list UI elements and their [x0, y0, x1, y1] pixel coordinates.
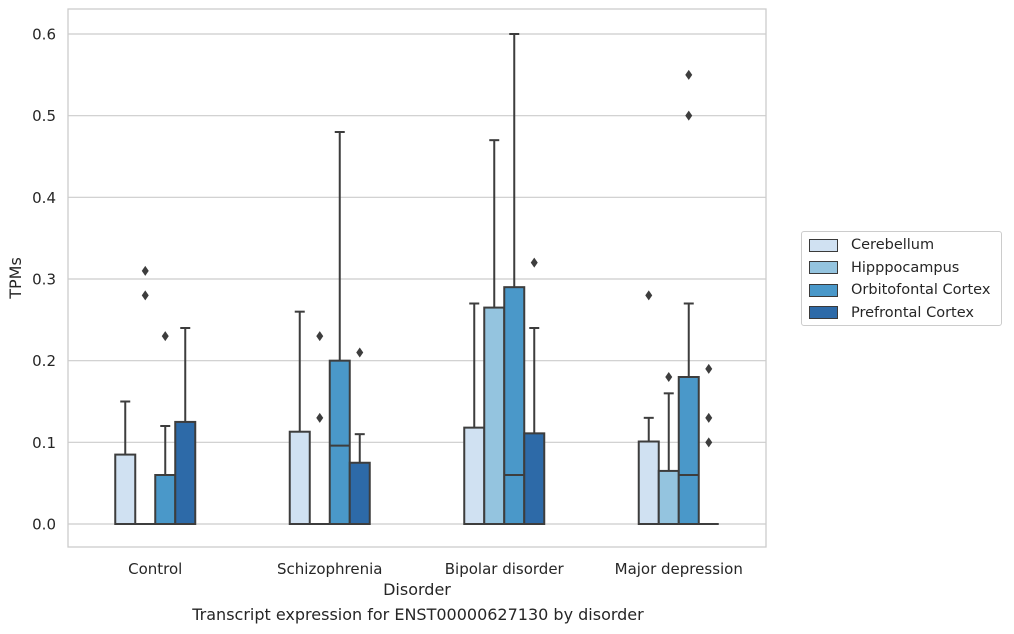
- legend: Cerebellum Hipppocampus Orbitofontal Corte…: [801, 231, 1002, 326]
- box-iqr: [114, 453, 137, 526]
- box-hipppocampus: [483, 139, 506, 526]
- outlier-point: [141, 290, 149, 301]
- outlier-point: [316, 412, 324, 423]
- box-groups: [114, 33, 719, 526]
- box-iqr: [288, 430, 311, 526]
- legend-item: Hipppocampus: [809, 258, 959, 278]
- box-iqr: [328, 359, 351, 525]
- y-axis-label: TPMs: [6, 257, 25, 300]
- outlier-point: [356, 347, 364, 358]
- legend-item: Prefrontal Cortex: [809, 303, 974, 323]
- box-iqr: [523, 432, 546, 526]
- box-hipppocampus: [309, 331, 330, 525]
- y-tick-label: 0.3: [32, 271, 56, 289]
- outlier-point: [530, 257, 538, 268]
- gridlines: [68, 33, 766, 525]
- box-hipppocampus: [657, 372, 680, 525]
- legend-swatch: [809, 261, 838, 274]
- outlier-point: [685, 110, 693, 121]
- y-tick-label: 0.1: [32, 434, 56, 452]
- outlier-point: [645, 290, 653, 301]
- box-iqr: [463, 426, 486, 525]
- outlier-point: [141, 265, 149, 276]
- y-tick-labels: 0.0 0.1 0.2 0.3 0.4 0.5 0.6: [32, 26, 56, 534]
- box-iqr: [637, 440, 660, 525]
- box-prefrontal-cortex: [698, 363, 719, 525]
- box-iqr: [483, 306, 506, 526]
- y-tick-label: 0.0: [32, 516, 56, 534]
- x-tick-label: Control: [128, 560, 182, 578]
- box-cerebellum: [114, 400, 137, 526]
- box-orbitofontal-cortex: [677, 69, 700, 525]
- box-prefrontal-cortex: [348, 347, 371, 525]
- y-tick-label: 0.4: [32, 189, 56, 207]
- outlier-point: [705, 363, 713, 374]
- box-prefrontal-cortex: [523, 257, 546, 526]
- outlier-point: [705, 437, 713, 448]
- legend-label: Hipppocampus: [851, 259, 960, 276]
- legend-swatch: [809, 283, 838, 297]
- legend-label: Orbitofontal Cortex: [851, 282, 991, 298]
- box-iqr: [677, 376, 700, 525]
- legend-swatch: [809, 238, 838, 252]
- y-tick-label: 0.5: [32, 107, 56, 125]
- legend-item: Cerebellum: [809, 235, 934, 255]
- box-cerebellum: [463, 302, 486, 525]
- box-prefrontal-cortex: [174, 327, 197, 525]
- legend-swatch: [809, 306, 838, 319]
- x-axis-label: Disorder: [383, 580, 451, 599]
- legend-label: Cerebellum: [851, 237, 935, 253]
- legend-item: Orbitofontal Cortex: [809, 280, 990, 300]
- box-iqr: [154, 474, 177, 525]
- y-tick-label: 0.2: [32, 352, 56, 370]
- box-orbitofontal-cortex: [503, 33, 526, 525]
- y-tick-label: 0.6: [32, 26, 56, 44]
- outlier-point: [161, 331, 169, 342]
- x-tick-labels: Control Schizophrenia Bipolar disorder Majo…: [128, 560, 743, 578]
- box-iqr: [348, 461, 371, 525]
- box-orbitofontal-cortex: [328, 131, 351, 525]
- box-cerebellum: [288, 310, 311, 526]
- outlier-point: [685, 69, 693, 80]
- outlier-point: [705, 412, 713, 423]
- x-tick-label: Schizophrenia: [277, 560, 382, 578]
- x-tick-label: Bipolar disorder: [445, 560, 565, 578]
- legend-label: Prefrontal Cortex: [851, 304, 974, 321]
- x-tick-label: Major depression: [615, 560, 743, 578]
- box-iqr: [503, 286, 526, 525]
- outlier-point: [316, 331, 324, 342]
- figure-caption: Transcript expression for ENST0000062713…: [192, 605, 644, 624]
- outlier-point: [665, 372, 673, 382]
- plot-frame: [67, 8, 767, 548]
- box-cerebellum: [637, 290, 660, 525]
- box-hipppocampus: [135, 265, 156, 525]
- box-iqr: [657, 469, 680, 525]
- box-iqr: [174, 420, 197, 525]
